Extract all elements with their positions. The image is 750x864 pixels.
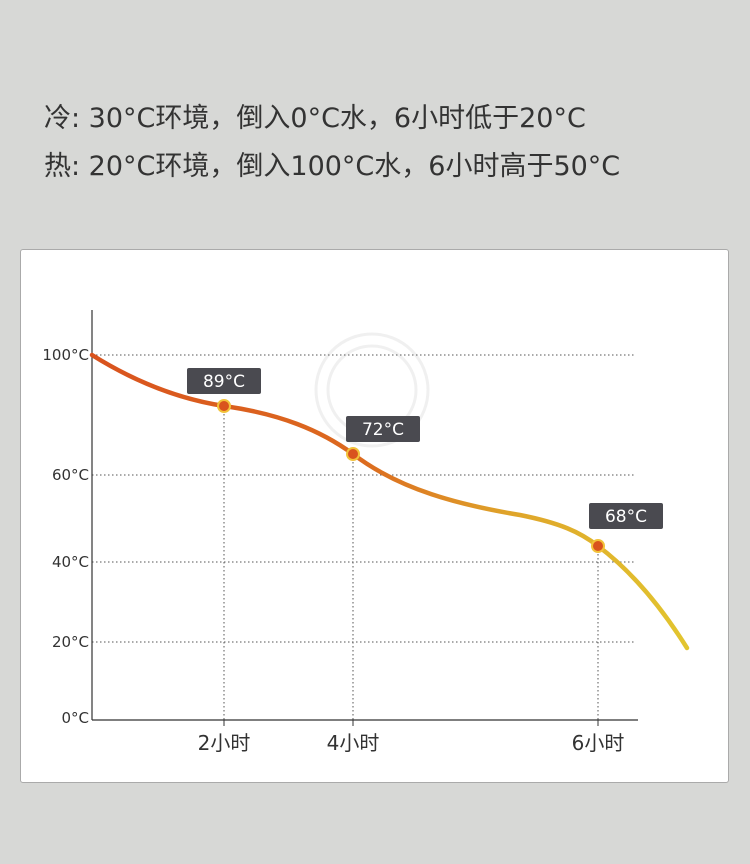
data-label: 72°C bbox=[362, 420, 404, 440]
headline-cold: 冷: 30°C环境，倒入0°C水，6小时低于20°C bbox=[44, 103, 586, 134]
data-point: 72°C bbox=[346, 416, 420, 461]
x-tick-label: 4小时 bbox=[327, 731, 380, 755]
x-tick-label: 6小时 bbox=[572, 731, 625, 755]
data-point: 89°C bbox=[187, 368, 261, 413]
y-tick-label: 40°C bbox=[52, 553, 89, 571]
y-tick-label: 0°C bbox=[61, 709, 89, 727]
data-marker bbox=[217, 399, 231, 413]
y-tick-label: 20°C bbox=[52, 633, 89, 651]
data-label-box bbox=[187, 368, 261, 394]
temperature-curve bbox=[89, 352, 690, 651]
data-label: 68°C bbox=[605, 507, 647, 527]
data-label-box bbox=[589, 503, 663, 529]
y-tick-label: 60°C bbox=[52, 466, 89, 484]
data-marker bbox=[346, 447, 360, 461]
data-label: 89°C bbox=[203, 372, 245, 392]
x-tick-label: 2小时 bbox=[198, 731, 251, 755]
headline-hot: 热: 20°C环境，倒入100°C水，6小时高于50°C bbox=[44, 151, 621, 182]
y-tick-label: 100°C bbox=[42, 346, 89, 364]
data-marker bbox=[591, 539, 605, 553]
data-label-box bbox=[346, 416, 420, 442]
data-point: 68°C bbox=[589, 503, 663, 553]
